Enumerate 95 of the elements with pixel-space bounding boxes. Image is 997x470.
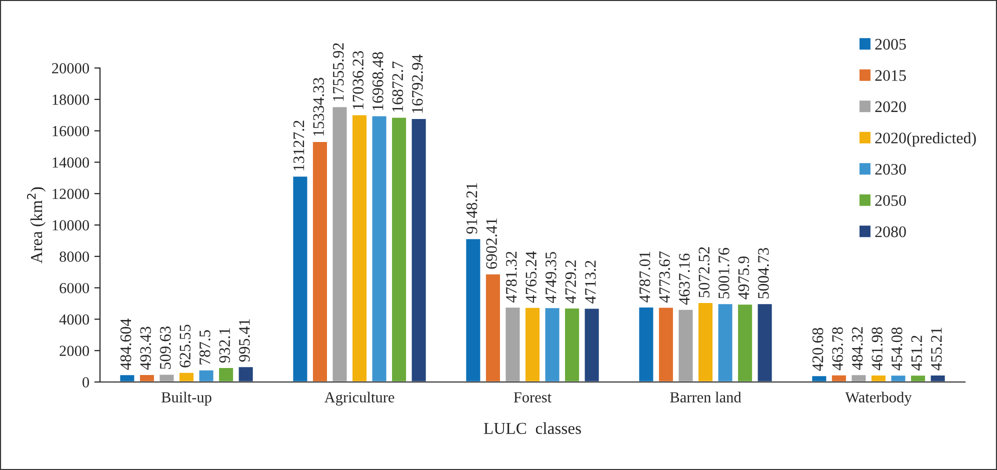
x-tick-label: Agriculture bbox=[324, 392, 394, 406]
bar bbox=[544, 306, 561, 382]
bar bbox=[890, 374, 907, 382]
bar bbox=[716, 302, 734, 382]
data-label: 625.55 bbox=[180, 324, 191, 368]
bar bbox=[312, 140, 328, 382]
legend-label: 2080 bbox=[875, 226, 906, 238]
bar bbox=[410, 118, 428, 382]
bar bbox=[929, 374, 946, 382]
data-label: 4729.2 bbox=[565, 260, 576, 304]
x-tick-label: Forest bbox=[514, 392, 552, 402]
data-label: 5001.76 bbox=[718, 248, 730, 298]
bar bbox=[697, 302, 714, 382]
data-label: 16872.7 bbox=[392, 61, 404, 112]
x-tick-label: Built-up bbox=[161, 392, 212, 406]
y-tick-label: 2000 bbox=[60, 346, 89, 356]
bar bbox=[658, 306, 674, 382]
x-tick-label: Barren land bbox=[670, 392, 742, 402]
bar bbox=[237, 366, 254, 382]
y-tick-label: 0 bbox=[82, 377, 89, 388]
bar bbox=[830, 374, 848, 382]
legend-label: 2030 bbox=[875, 164, 906, 175]
data-label: 5004.73 bbox=[758, 248, 769, 298]
data-label: 4975.9 bbox=[738, 256, 750, 300]
y-tick-label: 12000 bbox=[52, 188, 89, 200]
y-tick-label: 4000 bbox=[59, 314, 89, 325]
legend-label: 2015 bbox=[875, 70, 906, 81]
bar bbox=[810, 374, 828, 382]
data-label: 484.32 bbox=[852, 327, 863, 370]
bar bbox=[292, 175, 309, 382]
data-label: 787.5 bbox=[199, 330, 210, 364]
y-tick-label: 6000 bbox=[60, 282, 89, 294]
bar bbox=[583, 307, 600, 382]
data-label: 17036.23 bbox=[352, 51, 364, 109]
bar bbox=[158, 373, 176, 382]
y-tick-label: 20000 bbox=[52, 63, 89, 74]
data-label: 509.63 bbox=[160, 326, 171, 369]
y-axis-title: Area (km$^{2}$) bbox=[27, 187, 46, 264]
x-tick-label: Waterbody bbox=[845, 392, 912, 406]
x-axis-title: LULC classes bbox=[484, 422, 581, 434]
data-label: 15334.33 bbox=[313, 78, 324, 136]
data-label: 454.08 bbox=[891, 327, 902, 370]
legend-label: 2050 bbox=[875, 195, 906, 206]
bar bbox=[736, 303, 754, 382]
bar bbox=[850, 374, 868, 382]
bar bbox=[218, 366, 234, 382]
bar bbox=[331, 106, 348, 382]
data-label: 13127.2 bbox=[293, 120, 304, 170]
data-label: 455.21 bbox=[931, 328, 942, 370]
data-label: 9148.21 bbox=[466, 183, 478, 234]
data-label: 493.43 bbox=[140, 326, 152, 370]
bar bbox=[484, 272, 502, 382]
bar bbox=[370, 114, 388, 382]
data-label: 17555.92 bbox=[332, 43, 344, 101]
bar bbox=[638, 306, 655, 382]
data-label: 4773.67 bbox=[659, 251, 670, 303]
bar bbox=[351, 114, 368, 382]
data-label: 451.2 bbox=[911, 336, 922, 370]
y-tick-label: 14000 bbox=[52, 157, 89, 168]
bar bbox=[756, 302, 774, 382]
data-label: 4749.35 bbox=[546, 252, 556, 303]
bar bbox=[390, 116, 408, 382]
data-label: 4765.24 bbox=[526, 251, 537, 303]
data-label: 6902.41 bbox=[486, 218, 498, 269]
legend-label: 2020(predicted) bbox=[875, 132, 976, 147]
data-label: 995.41 bbox=[239, 319, 250, 362]
bar bbox=[564, 307, 580, 382]
data-label: 463.78 bbox=[832, 327, 844, 370]
bar bbox=[910, 374, 926, 382]
bar bbox=[138, 374, 156, 382]
bar bbox=[870, 374, 887, 382]
y-tick-label: 10000 bbox=[52, 220, 89, 230]
data-label: 16792.94 bbox=[412, 54, 423, 113]
legend-label: 2020 bbox=[875, 101, 906, 112]
data-label: 420.68 bbox=[812, 328, 824, 371]
legend-label: 2005 bbox=[875, 38, 906, 50]
data-label: 932.1 bbox=[219, 328, 230, 363]
data-label: 461.98 bbox=[872, 327, 883, 370]
data-label: 4637.16 bbox=[678, 254, 690, 305]
bar bbox=[118, 374, 136, 382]
y-tick-label: 18000 bbox=[52, 94, 89, 105]
data-label: 484.604 bbox=[120, 318, 132, 370]
bar bbox=[677, 308, 694, 382]
y-tick-label: 16000 bbox=[52, 126, 89, 136]
bar bbox=[504, 306, 522, 382]
data-label: 5072.52 bbox=[698, 247, 710, 298]
y-tick-label: 8000 bbox=[60, 252, 89, 262]
bar bbox=[524, 306, 541, 382]
bar bbox=[178, 371, 195, 382]
bar bbox=[198, 368, 215, 382]
data-label: 4787.01 bbox=[639, 252, 650, 302]
bar bbox=[464, 238, 482, 382]
data-label: 16968.48 bbox=[372, 52, 384, 110]
data-label: 4713.2 bbox=[585, 260, 596, 304]
data-label: 4781.32 bbox=[506, 252, 517, 302]
